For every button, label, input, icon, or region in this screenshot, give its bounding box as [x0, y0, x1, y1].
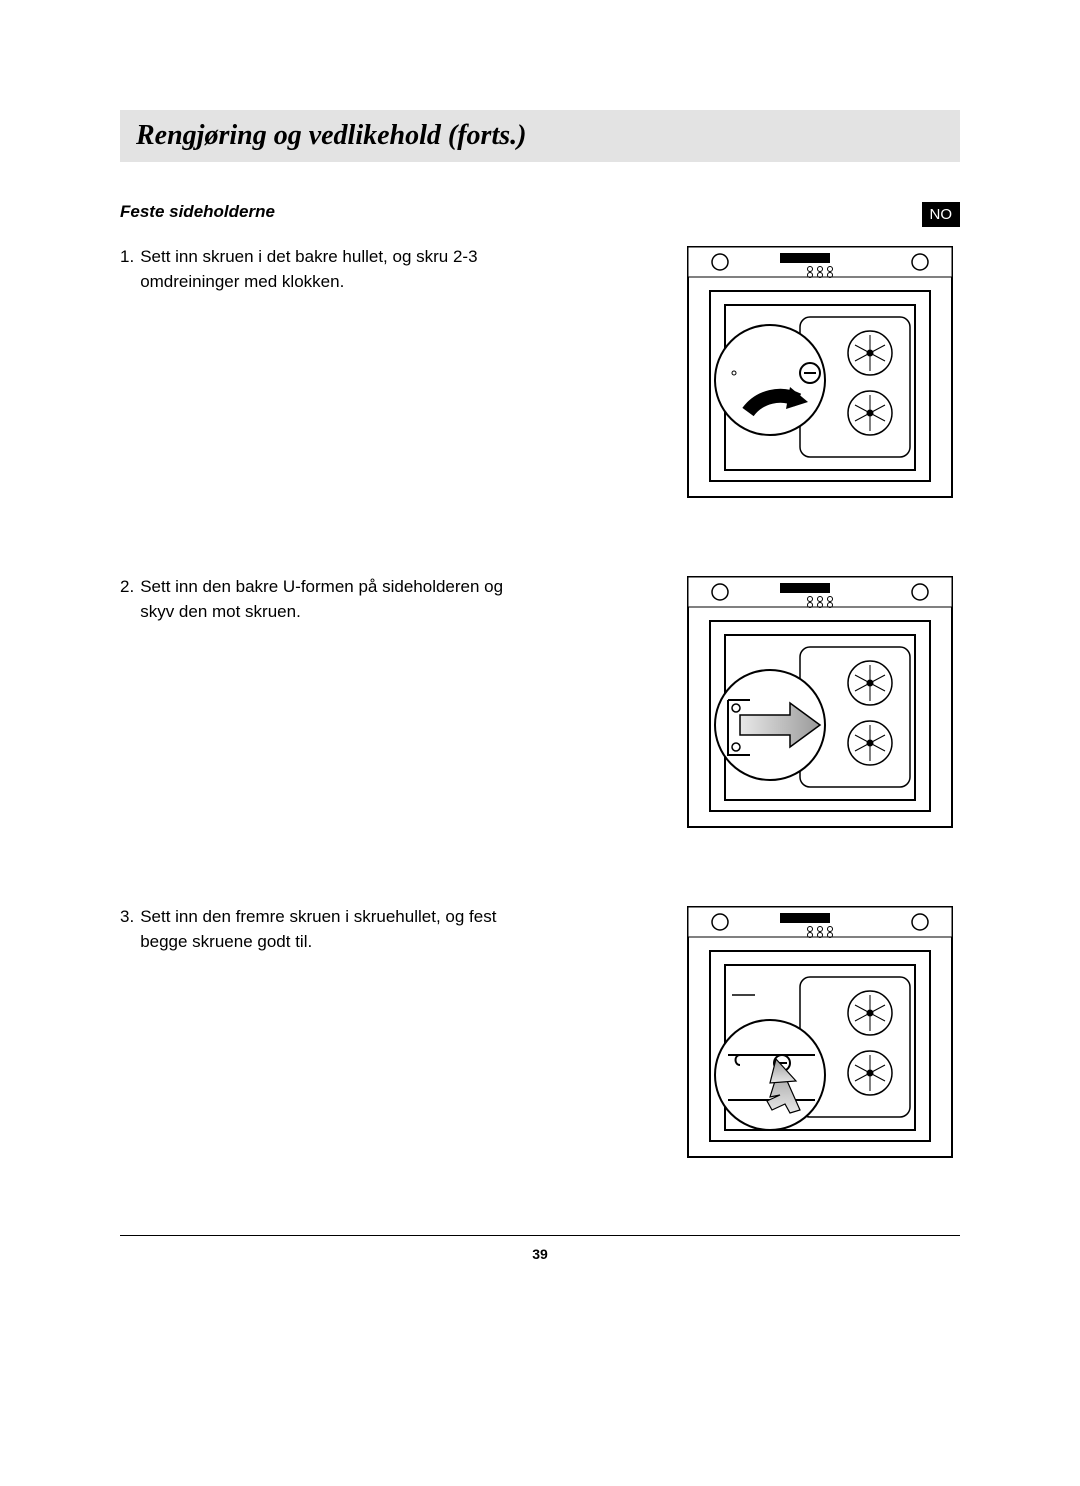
oven-diagram-icon [680, 905, 960, 1165]
step-number: 3. [120, 905, 134, 954]
step-text: 3. Sett inn den fremre skruen i skruehul… [120, 905, 540, 954]
manual-page: Rengjøring og vedlikehold (forts.) Feste… [0, 0, 1080, 1322]
oven-diagram-icon [680, 245, 960, 505]
oven-diagram-icon [680, 575, 960, 835]
step-text: 2. Sett inn den bakre U-formen på sideho… [120, 575, 540, 624]
page-title: Rengjøring og vedlikehold (forts.) [136, 120, 944, 152]
section-subheading: Feste sideholderne [120, 202, 275, 222]
instruction-step: 1. Sett inn skruen i det bakre hullet, o… [120, 245, 960, 505]
language-badge: NO [922, 202, 961, 227]
step-text: 1. Sett inn skruen i det bakre hullet, o… [120, 245, 540, 294]
step-number: 2. [120, 575, 134, 624]
subheader-row: Feste sideholderne NO [120, 202, 960, 227]
page-number: 39 [532, 1246, 548, 1262]
instruction-step: 2. Sett inn den bakre U-formen på sideho… [120, 575, 960, 835]
step-body: Sett inn den bakre U-formen på sideholde… [140, 575, 540, 624]
title-bar: Rengjøring og vedlikehold (forts.) [120, 110, 960, 162]
step-body: Sett inn den fremre skruen i skruehullet… [140, 905, 540, 954]
step-number: 1. [120, 245, 134, 294]
instruction-step: 3. Sett inn den fremre skruen i skruehul… [120, 905, 960, 1165]
page-footer: 39 [120, 1235, 960, 1262]
step-body: Sett inn skruen i det bakre hullet, og s… [140, 245, 540, 294]
